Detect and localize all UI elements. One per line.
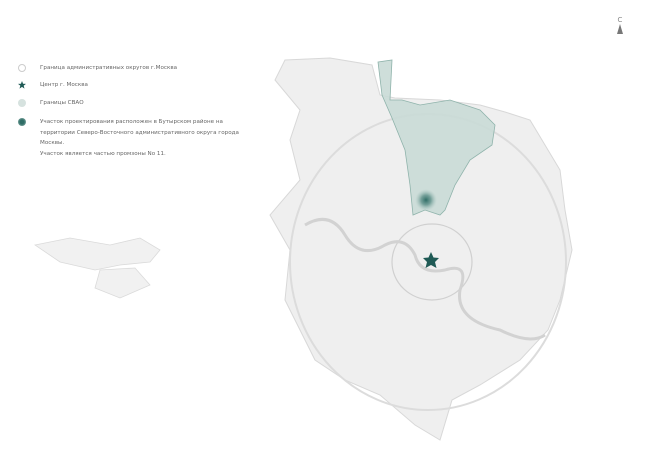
svao-circle-icon xyxy=(18,99,26,107)
legend-item-center: Центр г. Москва xyxy=(18,81,248,90)
moskva-river xyxy=(304,217,546,341)
legend-label: Центр г. Москва xyxy=(40,82,88,88)
legend-item-admin-boundaries: Граница административных округов г.Москв… xyxy=(18,64,248,73)
legend-label: Участок проектирования расположен в Буты… xyxy=(40,119,239,146)
north-arrow: С xyxy=(612,16,628,36)
legend-label: Граница административных округов г.Москв… xyxy=(40,65,178,71)
moscow-city-area xyxy=(269,57,573,441)
admin-boundary-circle-icon xyxy=(18,64,26,72)
north-arrow-icon xyxy=(617,24,623,34)
legend-item-svao: Границы СВАО xyxy=(18,99,248,108)
legend-item-site: Участок проектирования расположен в Буты… xyxy=(18,117,248,159)
moscow-center-star-icon xyxy=(423,252,439,268)
star-icon xyxy=(18,81,26,89)
north-label: С xyxy=(617,16,623,24)
legend-note: Участок является частью промзоны No 11. xyxy=(40,150,166,157)
legend-label: Границы СВАО xyxy=(40,100,84,106)
svao-boundary xyxy=(377,59,496,216)
ttk-ring xyxy=(391,223,473,301)
site-dot-icon xyxy=(18,118,26,126)
western-patches xyxy=(33,237,161,299)
map-legend: Граница административных округов г.Москв… xyxy=(18,64,248,167)
site-location-marker xyxy=(415,189,437,211)
